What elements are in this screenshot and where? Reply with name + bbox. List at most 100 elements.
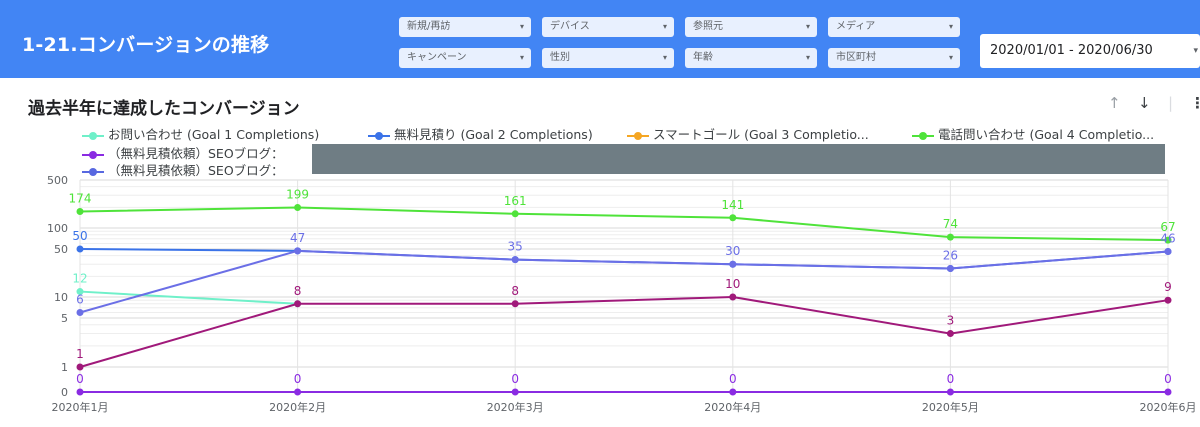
y-tick-label: 1 [61, 361, 68, 374]
legend-item-goal2[interactable]: 無料見積り (Goal 2 Completions) [368, 124, 593, 143]
data-label: 3 [947, 314, 955, 328]
filter-campaign[interactable]: キャンペーン ▾ [399, 48, 531, 68]
chevron-down-icon: ▾ [805, 22, 810, 31]
y-tick-label: 0 [61, 386, 68, 399]
chevron-down-icon: ▾ [662, 53, 667, 62]
data-label: 0 [511, 372, 519, 386]
legend-label: （無料見積依頼）SEOブログ： [108, 146, 284, 161]
filter-label: 参照元 [693, 21, 723, 32]
legend-item-seo-blog-1[interactable]: （無料見積依頼）SEOブログ： [82, 143, 284, 162]
x-tick-label: 2020年1月 [52, 400, 109, 414]
legend-marker [82, 150, 104, 160]
data-point [946, 330, 954, 338]
more-vert-icon[interactable]: ⋮ [1190, 94, 1200, 112]
legend-item-goal4[interactable]: 電話問い合わせ (Goal 4 Completio... [912, 124, 1154, 143]
x-tick-label: 2020年2月 [269, 400, 326, 414]
data-point [511, 388, 519, 396]
data-point [729, 388, 737, 396]
data-label: 199 [286, 187, 309, 201]
filter-age[interactable]: 年齢 ▾ [685, 48, 817, 68]
data-label: 0 [294, 372, 302, 386]
data-point [294, 388, 302, 396]
data-point [729, 293, 737, 301]
data-point [946, 233, 954, 241]
filter-new-returning[interactable]: 新規/再訪 ▾ [399, 17, 531, 37]
filter-label: キャンペーン [407, 52, 467, 63]
data-point [294, 203, 302, 211]
filter-gender[interactable]: 性別 ▾ [542, 48, 674, 68]
data-label: 1 [76, 347, 84, 361]
data-point [1164, 236, 1172, 244]
chevron-down-icon: ▾ [1193, 46, 1198, 56]
redacted-region [312, 144, 1165, 174]
data-label: 26 [943, 249, 958, 263]
filter-device[interactable]: デバイス ▾ [542, 17, 674, 37]
x-tick-label: 2020年6月 [1140, 400, 1197, 414]
data-point [511, 210, 519, 218]
data-label: 0 [1164, 372, 1172, 386]
data-point [511, 300, 519, 308]
data-point [946, 388, 954, 396]
report-title: 1-21.コンバージョンの推移 [22, 34, 270, 56]
data-label: 8 [511, 284, 519, 298]
series-line-2 [79, 206, 1169, 242]
x-tick-label: 2020年4月 [704, 400, 761, 414]
legend-item-goal3[interactable]: スマートゴール (Goal 3 Completio... [627, 124, 869, 143]
filter-label: 年齢 [693, 52, 713, 63]
data-point [946, 265, 954, 273]
filter-label: メディア [836, 21, 876, 32]
data-label: 46 [1160, 231, 1175, 245]
data-point [76, 363, 84, 371]
y-tick-label: 10 [54, 291, 68, 304]
legend-label: 無料見積り (Goal 2 Completions) [394, 127, 593, 142]
filter-city[interactable]: 市区町村 ▾ [828, 48, 960, 68]
y-tick-label: 500 [47, 174, 68, 187]
filter-label: デバイス [550, 21, 590, 32]
data-point [1164, 247, 1172, 255]
data-point [76, 245, 84, 253]
data-label: 47 [290, 231, 305, 245]
data-label: 12 [72, 272, 87, 286]
date-range-picker[interactable]: 2020/01/01 - 2020/06/30 ▾ [980, 34, 1200, 68]
data-label: 30 [725, 244, 740, 258]
data-point [1164, 296, 1172, 304]
filter-source[interactable]: 参照元 ▾ [685, 17, 817, 37]
chart-title: 過去半年に達成したコンバージョン [28, 99, 300, 119]
legend-item-goal1[interactable]: お問い合わせ (Goal 1 Completions) [82, 124, 319, 143]
chevron-down-icon: ▾ [519, 53, 524, 62]
data-point [76, 308, 84, 316]
chevron-down-icon: ▾ [805, 53, 810, 62]
data-label: 10 [725, 277, 740, 291]
chevron-down-icon: ▾ [948, 22, 953, 31]
data-label: 0 [76, 372, 84, 386]
filter-label: 市区町村 [836, 52, 876, 63]
x-tick-label: 2020年3月 [487, 400, 544, 414]
date-range-label: 2020/01/01 - 2020/06/30 [990, 43, 1153, 58]
arrow-down-icon[interactable]: ↓ [1138, 94, 1151, 112]
filter-label: 性別 [550, 52, 570, 63]
legend-label: （無料見積依頼）SEOブログ： [108, 163, 284, 178]
data-label: 35 [508, 240, 523, 254]
divider: | [1168, 94, 1174, 112]
data-point [294, 247, 302, 255]
data-point [729, 260, 737, 268]
chevron-down-icon: ▾ [948, 53, 953, 62]
data-label: 161 [504, 194, 527, 208]
data-point [294, 300, 302, 308]
y-tick-label: 5 [61, 312, 68, 325]
y-tick-label: 100 [47, 222, 68, 235]
legend-marker [368, 131, 390, 141]
legend-item-seo-blog-2[interactable]: （無料見積依頼）SEOブログ： [82, 160, 284, 179]
data-point [729, 214, 737, 222]
legend-label: スマートゴール (Goal 3 Completio... [653, 127, 869, 142]
data-point [294, 300, 302, 308]
series-line-0 [79, 290, 298, 305]
arrow-up-icon[interactable]: ↑ [1108, 94, 1121, 112]
data-point [729, 260, 737, 268]
filter-medium[interactable]: メディア ▾ [828, 17, 960, 37]
data-point [511, 256, 519, 264]
data-label: 67 [1160, 220, 1175, 234]
data-point [946, 265, 954, 273]
series-line-1 [79, 248, 1169, 270]
chevron-down-icon: ▾ [662, 22, 667, 31]
